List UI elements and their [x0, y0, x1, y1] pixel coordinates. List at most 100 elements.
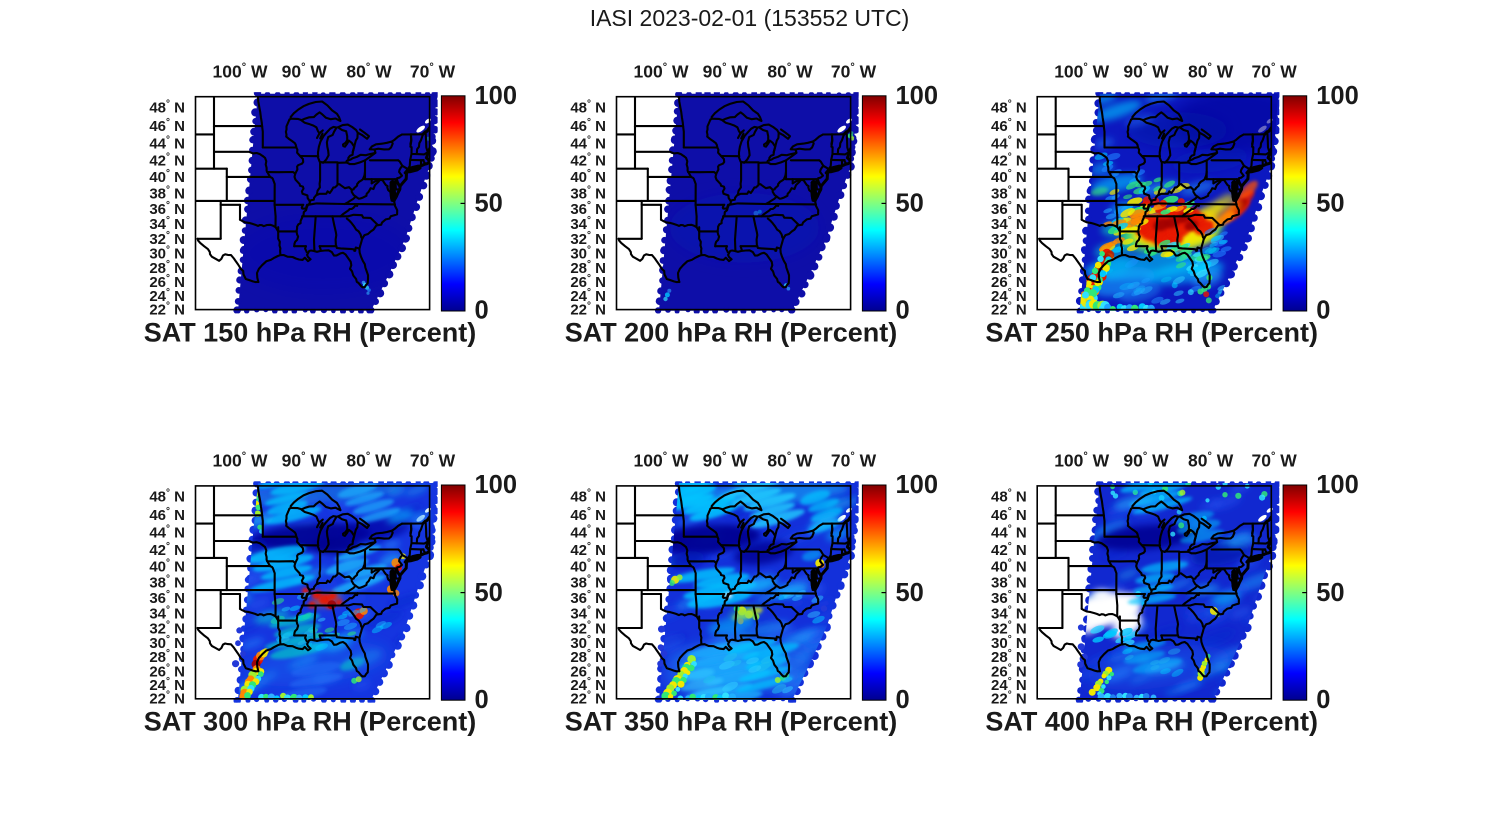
svg-text:34° N: 34° N	[149, 604, 185, 622]
svg-text:90° W: 90° W	[703, 62, 749, 82]
svg-text:22° N: 22° N	[570, 301, 606, 319]
svg-text:SAT 250 hPa RH (Percent): SAT 250 hPa RH (Percent)	[985, 318, 1318, 348]
svg-text:24° N: 24° N	[570, 287, 606, 305]
svg-text:42° N: 42° N	[570, 152, 606, 170]
svg-text:0: 0	[475, 686, 489, 714]
svg-text:42° N: 42° N	[570, 541, 606, 559]
svg-text:26° N: 26° N	[149, 273, 185, 291]
svg-text:40° N: 40° N	[149, 168, 185, 186]
svg-text:50: 50	[475, 190, 503, 218]
svg-text:38° N: 38° N	[570, 574, 606, 592]
svg-text:SAT 400 hPa RH (Percent): SAT 400 hPa RH (Percent)	[985, 707, 1318, 737]
svg-text:50: 50	[1316, 579, 1344, 607]
svg-text:22° N: 22° N	[991, 301, 1027, 319]
svg-text:30° N: 30° N	[149, 634, 185, 652]
svg-text:26° N: 26° N	[991, 273, 1027, 291]
svg-text:SAT 150 hPa RH (Percent): SAT 150 hPa RH (Percent)	[144, 318, 477, 348]
svg-text:70° W: 70° W	[1252, 62, 1298, 82]
svg-text:28° N: 28° N	[991, 259, 1027, 277]
svg-text:50: 50	[1316, 190, 1344, 218]
svg-text:36° N: 36° N	[991, 200, 1027, 218]
svg-text:70° W: 70° W	[831, 62, 877, 82]
svg-text:100° W: 100° W	[1054, 451, 1109, 471]
svg-text:48° N: 48° N	[149, 488, 185, 506]
svg-text:100° W: 100° W	[634, 451, 689, 471]
svg-text:0: 0	[475, 297, 489, 325]
svg-text:SAT 200 hPa RH (Percent): SAT 200 hPa RH (Percent)	[565, 318, 898, 348]
svg-text:24° N: 24° N	[149, 287, 185, 305]
svg-text:32° N: 32° N	[991, 230, 1027, 248]
svg-text:30° N: 30° N	[149, 245, 185, 263]
svg-text:80° W: 80° W	[767, 62, 813, 82]
svg-text:80° W: 80° W	[767, 451, 813, 471]
svg-text:22° N: 22° N	[149, 301, 185, 319]
svg-text:0: 0	[1316, 297, 1330, 325]
svg-text:32° N: 32° N	[991, 619, 1027, 637]
svg-text:38° N: 38° N	[149, 184, 185, 202]
svg-text:30° N: 30° N	[991, 245, 1027, 263]
svg-text:100° W: 100° W	[213, 451, 268, 471]
svg-text:24° N: 24° N	[149, 676, 185, 694]
svg-text:44° N: 44° N	[991, 524, 1027, 542]
svg-text:48° N: 48° N	[570, 488, 606, 506]
svg-text:100° W: 100° W	[634, 62, 689, 82]
svg-text:100° W: 100° W	[213, 62, 268, 82]
svg-text:100: 100	[896, 471, 939, 499]
svg-text:SAT 350 hPa RH (Percent): SAT 350 hPa RH (Percent)	[565, 707, 898, 737]
svg-text:46° N: 46° N	[149, 506, 185, 524]
svg-text:80° W: 80° W	[346, 451, 392, 471]
svg-text:80° W: 80° W	[346, 62, 392, 82]
svg-text:34° N: 34° N	[991, 215, 1027, 233]
svg-text:44° N: 44° N	[149, 524, 185, 542]
svg-text:40° N: 40° N	[991, 557, 1027, 575]
svg-text:32° N: 32° N	[149, 230, 185, 248]
svg-text:28° N: 28° N	[991, 648, 1027, 666]
svg-text:40° N: 40° N	[570, 557, 606, 575]
svg-text:80° W: 80° W	[1188, 62, 1234, 82]
svg-text:48° N: 48° N	[149, 99, 185, 117]
svg-text:32° N: 32° N	[570, 230, 606, 248]
svg-text:42° N: 42° N	[149, 152, 185, 170]
svg-text:26° N: 26° N	[991, 662, 1027, 680]
svg-text:44° N: 44° N	[991, 135, 1027, 153]
svg-text:34° N: 34° N	[149, 215, 185, 233]
svg-text:40° N: 40° N	[991, 168, 1027, 186]
svg-text:90° W: 90° W	[703, 451, 749, 471]
svg-text:34° N: 34° N	[991, 604, 1027, 622]
svg-text:24° N: 24° N	[570, 676, 606, 694]
svg-text:42° N: 42° N	[149, 541, 185, 559]
svg-text:26° N: 26° N	[570, 662, 606, 680]
svg-text:50: 50	[475, 579, 503, 607]
svg-text:48° N: 48° N	[991, 99, 1027, 117]
svg-text:26° N: 26° N	[570, 273, 606, 291]
svg-text:36° N: 36° N	[570, 589, 606, 607]
svg-text:70° W: 70° W	[1252, 451, 1298, 471]
svg-text:38° N: 38° N	[149, 574, 185, 592]
svg-text:44° N: 44° N	[570, 135, 606, 153]
svg-text:28° N: 28° N	[570, 259, 606, 277]
svg-text:80° W: 80° W	[1188, 451, 1234, 471]
svg-text:40° N: 40° N	[570, 168, 606, 186]
svg-text:46° N: 46° N	[570, 506, 606, 524]
svg-text:36° N: 36° N	[991, 589, 1027, 607]
svg-text:30° N: 30° N	[991, 634, 1027, 652]
svg-text:0: 0	[896, 297, 910, 325]
svg-text:48° N: 48° N	[991, 488, 1027, 506]
svg-text:70° W: 70° W	[831, 451, 877, 471]
svg-text:90° W: 90° W	[282, 62, 328, 82]
svg-text:30° N: 30° N	[570, 245, 606, 263]
svg-text:32° N: 32° N	[149, 619, 185, 637]
svg-text:100: 100	[1316, 82, 1359, 110]
svg-text:38° N: 38° N	[570, 184, 606, 202]
svg-text:46° N: 46° N	[570, 117, 606, 135]
svg-text:22° N: 22° N	[149, 690, 185, 708]
svg-text:90° W: 90° W	[1123, 451, 1169, 471]
svg-text:0: 0	[896, 686, 910, 714]
svg-text:100° W: 100° W	[1054, 62, 1109, 82]
svg-text:36° N: 36° N	[570, 200, 606, 218]
svg-text:46° N: 46° N	[149, 117, 185, 135]
svg-text:44° N: 44° N	[149, 135, 185, 153]
svg-text:34° N: 34° N	[570, 604, 606, 622]
svg-text:40° N: 40° N	[149, 557, 185, 575]
svg-text:30° N: 30° N	[570, 634, 606, 652]
